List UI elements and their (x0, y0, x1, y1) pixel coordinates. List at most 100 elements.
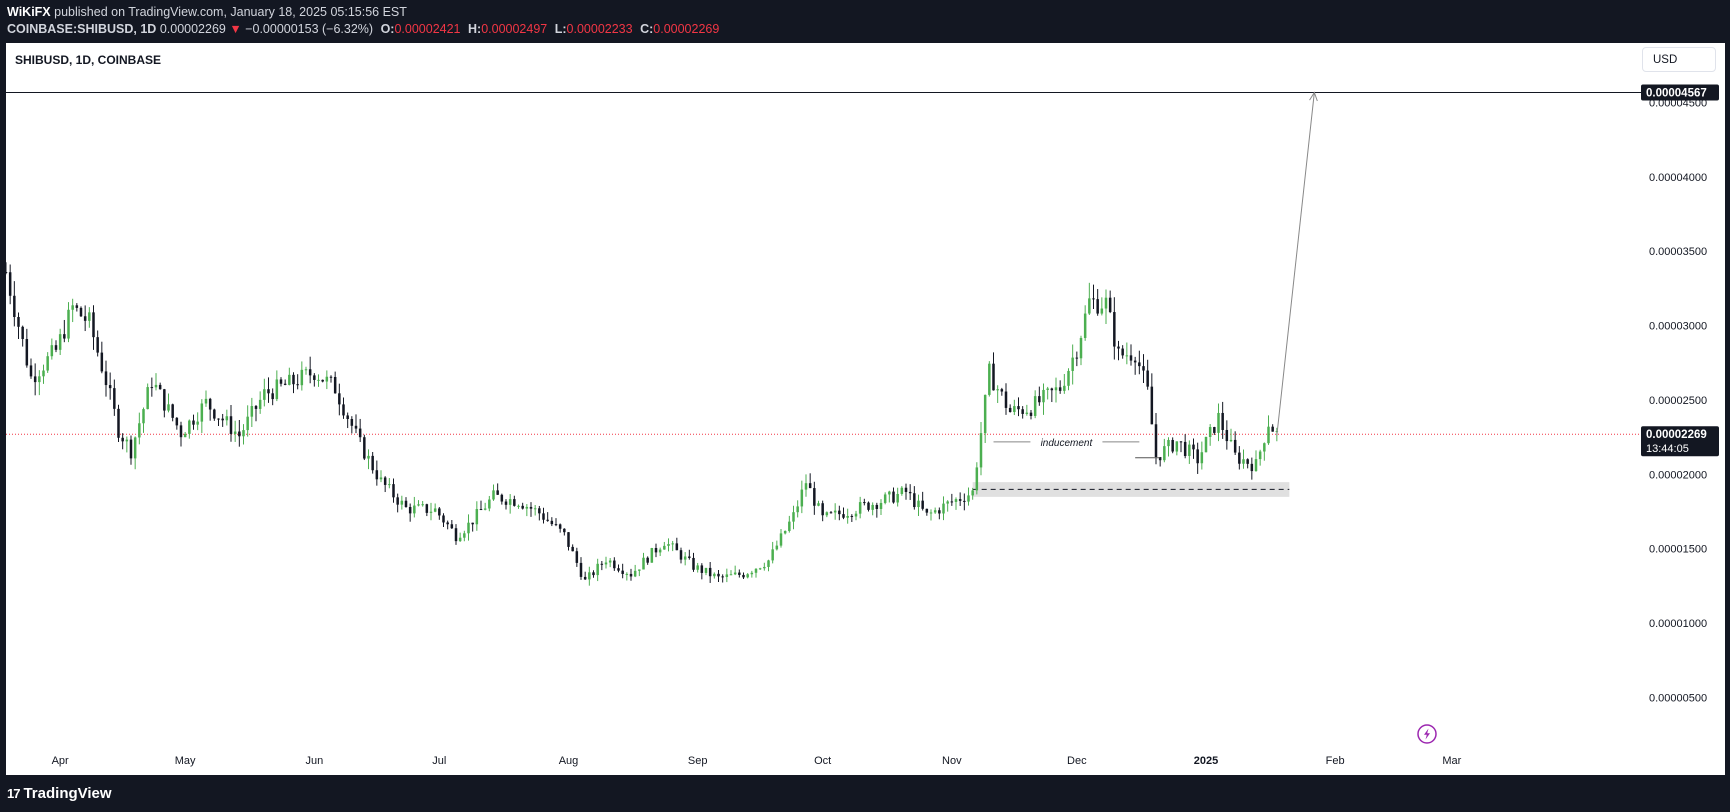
candle (1113, 297, 1116, 360)
candle (1050, 387, 1054, 403)
candle (538, 505, 541, 521)
candle (1175, 441, 1179, 456)
candle (421, 500, 424, 507)
candle (1071, 344, 1074, 385)
candle (579, 557, 583, 580)
candle (488, 495, 491, 512)
candle (171, 403, 174, 422)
candle (754, 568, 758, 578)
candle (921, 491, 924, 511)
chart-panel[interactable]: inducement 0.00004500 0.00004000 0.0000350… (6, 43, 1725, 775)
candle (442, 513, 445, 528)
candle (638, 569, 641, 577)
time-tick-label: Nov (942, 755, 962, 767)
footer-bar: 17 TradingView (0, 775, 1730, 812)
candle (354, 414, 358, 434)
candle (404, 497, 408, 508)
candle (1138, 350, 1141, 375)
candle (463, 530, 466, 542)
candle (96, 330, 99, 357)
candle (138, 412, 141, 445)
demand-zone[interactable] (972, 482, 1290, 497)
candle (1067, 368, 1070, 391)
candle (121, 433, 124, 450)
candle (671, 540, 674, 552)
candle (913, 486, 916, 510)
candle (333, 371, 337, 394)
candle (529, 502, 533, 517)
candle (1183, 434, 1187, 459)
candle (433, 503, 437, 513)
candle (242, 424, 245, 445)
candle (833, 503, 837, 520)
candle (842, 507, 845, 520)
candle (1167, 437, 1170, 457)
price-tick-label: 0.00001500 (1649, 544, 1707, 556)
candle (746, 573, 749, 579)
candle (313, 373, 316, 387)
currency-selector[interactable]: USD (1642, 47, 1716, 72)
candle (708, 562, 712, 583)
candle (254, 405, 258, 422)
candle (567, 532, 570, 551)
candle (150, 377, 154, 397)
candle (508, 494, 512, 514)
candles-group (6, 262, 1279, 586)
candle (250, 397, 254, 427)
candle (658, 547, 662, 557)
flash-icon[interactable] (1417, 724, 1437, 744)
time-tick-label: Dec (1067, 755, 1087, 767)
candle (1063, 374, 1066, 394)
candle (617, 564, 620, 573)
candle (263, 378, 266, 407)
candle (408, 503, 412, 522)
candle (850, 514, 854, 522)
candle (350, 416, 354, 434)
time-tick-label: 2025 (1194, 755, 1218, 767)
candle (1158, 456, 1162, 467)
candle (533, 504, 537, 516)
candle (775, 540, 779, 551)
candle (1200, 441, 1204, 470)
candle (933, 507, 937, 514)
candle (779, 528, 783, 548)
candle (304, 366, 308, 375)
time-axis[interactable]: Apr May Jun Jul Aug Sep Oct Nov Dec 2025 Feb Mar (52, 755, 1462, 767)
candle (446, 520, 449, 530)
candle (788, 515, 791, 533)
candle (817, 500, 820, 507)
projection-arrow-line[interactable] (1276, 92, 1315, 436)
candle (58, 328, 62, 356)
candle (938, 507, 941, 520)
candle (1100, 297, 1104, 316)
candle (275, 370, 279, 402)
candle (392, 478, 395, 503)
candle (875, 502, 879, 518)
candle (946, 500, 949, 512)
candle (829, 511, 833, 514)
candle (125, 436, 129, 453)
candle (1046, 386, 1049, 400)
candle (458, 532, 462, 542)
candle (1267, 415, 1270, 445)
tradingview-logo[interactable]: 17 TradingView (7, 785, 112, 802)
current-price-badge (1641, 426, 1719, 457)
candle (1217, 403, 1220, 442)
candlestick-chart[interactable]: inducement 0.000045000.000040000.0000350… (6, 43, 1725, 775)
inducement-label[interactable]: inducement (1041, 438, 1094, 449)
candle (1192, 438, 1195, 459)
candle (154, 373, 158, 391)
candle (1033, 390, 1037, 419)
candle (571, 544, 574, 552)
projection-arrow-head[interactable] (1309, 91, 1318, 102)
time-tick-label: Aug (559, 755, 579, 767)
candle (467, 514, 470, 541)
candle (413, 496, 416, 518)
down-arrow-icon: ▼ (229, 22, 242, 36)
price-axis[interactable]: 0.000045000.000040000.000035000.00003000… (1649, 97, 1707, 704)
close-label: C: (640, 22, 654, 36)
candle (425, 503, 429, 517)
candle (550, 517, 554, 527)
candle (900, 486, 904, 496)
candle (804, 474, 808, 497)
